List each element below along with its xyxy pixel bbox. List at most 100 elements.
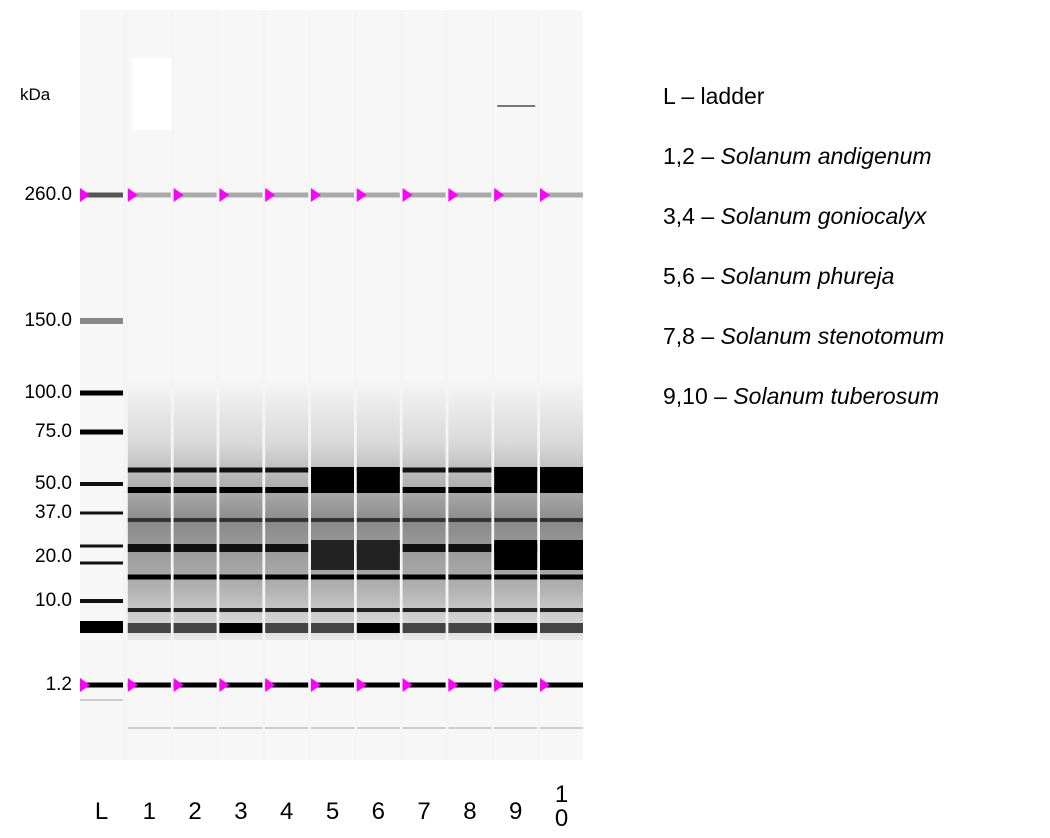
marker-arrow xyxy=(448,678,459,692)
band xyxy=(219,467,263,473)
legend-item: L – ladder xyxy=(663,66,944,126)
band xyxy=(219,608,263,612)
smear xyxy=(265,380,309,640)
marker-arrow xyxy=(494,678,505,692)
band xyxy=(311,574,354,580)
legend-species: Solanum goniocalyx xyxy=(720,203,927,229)
band xyxy=(80,429,123,435)
lane-label: 5 xyxy=(325,798,340,825)
band xyxy=(448,518,492,522)
legend-species: Solanum andigenum xyxy=(720,143,932,169)
marker-arrow xyxy=(311,188,321,202)
band xyxy=(402,608,446,612)
legend-species: Solanum tuberosum xyxy=(733,383,940,409)
band xyxy=(402,192,446,198)
marker-arrow xyxy=(173,188,184,202)
band xyxy=(127,487,171,493)
marker-label: 75.0 xyxy=(35,421,72,442)
band xyxy=(265,192,309,198)
band xyxy=(265,727,309,729)
smear xyxy=(127,380,171,640)
band xyxy=(219,574,263,580)
marker-arrow xyxy=(311,678,321,692)
marker-arrow xyxy=(402,678,413,692)
marker-arrow xyxy=(265,678,276,692)
legend-species: Solanum phureja xyxy=(720,263,895,289)
legend-key: L – ladder xyxy=(663,83,765,109)
band xyxy=(356,727,400,729)
band xyxy=(80,561,123,565)
band xyxy=(356,192,400,198)
legend-species: Solanum stenotomum xyxy=(720,323,945,349)
marker-label: 260.0 xyxy=(24,184,72,205)
lane-label: 1 xyxy=(142,798,156,825)
smear xyxy=(448,380,492,640)
legend: L – ladder 1,2 – Solanum andigenum 3,4 – S… xyxy=(663,66,944,426)
legend-key: 3,4 – xyxy=(663,203,715,229)
band xyxy=(311,487,354,493)
band xyxy=(173,544,217,552)
lane-label: 8 xyxy=(463,798,477,825)
legend-key: 9,10 – xyxy=(663,383,727,409)
marker-label: 10.0 xyxy=(35,590,72,611)
smear xyxy=(356,380,400,640)
band xyxy=(356,682,400,688)
band xyxy=(127,574,171,580)
band xyxy=(448,574,492,580)
band xyxy=(540,540,583,570)
legend-item: 9,10 – Solanum tuberosum xyxy=(663,366,944,426)
band xyxy=(540,192,583,198)
smear xyxy=(494,380,538,640)
marker-arrow xyxy=(540,678,550,692)
band xyxy=(540,467,583,489)
smear xyxy=(219,380,263,640)
marker-arrow xyxy=(80,188,90,202)
legend-key: 7,8 – xyxy=(663,323,715,349)
band xyxy=(80,482,123,486)
legend-item: 5,6 – Solanum phureja xyxy=(663,246,944,306)
legend-item: 1,2 – Solanum andigenum xyxy=(663,126,944,186)
legend-item: 3,4 – Solanum goniocalyx xyxy=(663,186,944,246)
band xyxy=(219,487,263,493)
smear xyxy=(402,380,446,640)
band xyxy=(219,623,263,633)
marker-arrow xyxy=(494,188,505,202)
band xyxy=(311,608,354,612)
band xyxy=(402,544,446,552)
lane-label: 7 xyxy=(417,798,431,825)
band xyxy=(356,574,400,580)
lane-label: L xyxy=(94,798,109,825)
band xyxy=(173,467,217,473)
band xyxy=(311,682,354,688)
band xyxy=(265,608,309,612)
marker-arrow xyxy=(402,188,413,202)
band xyxy=(219,682,263,688)
band xyxy=(402,487,446,493)
lane-label: 9 xyxy=(509,798,523,825)
band xyxy=(127,682,171,688)
band xyxy=(402,727,446,729)
band xyxy=(173,518,217,522)
band xyxy=(80,699,123,701)
band xyxy=(540,682,583,688)
lane-label: 10 xyxy=(554,781,569,832)
band xyxy=(494,727,538,729)
band xyxy=(494,608,538,612)
marker-label: 20.0 xyxy=(35,546,72,567)
band xyxy=(311,727,354,729)
band xyxy=(448,727,492,729)
band xyxy=(265,518,309,522)
band xyxy=(173,727,217,729)
band xyxy=(402,467,446,473)
band xyxy=(402,623,446,633)
band xyxy=(494,682,538,688)
band xyxy=(356,467,400,489)
gel-image xyxy=(80,10,583,760)
band xyxy=(356,540,400,570)
band xyxy=(127,467,171,473)
band xyxy=(219,544,263,552)
band xyxy=(173,623,217,633)
band xyxy=(356,623,400,633)
marker-arrow xyxy=(173,678,184,692)
